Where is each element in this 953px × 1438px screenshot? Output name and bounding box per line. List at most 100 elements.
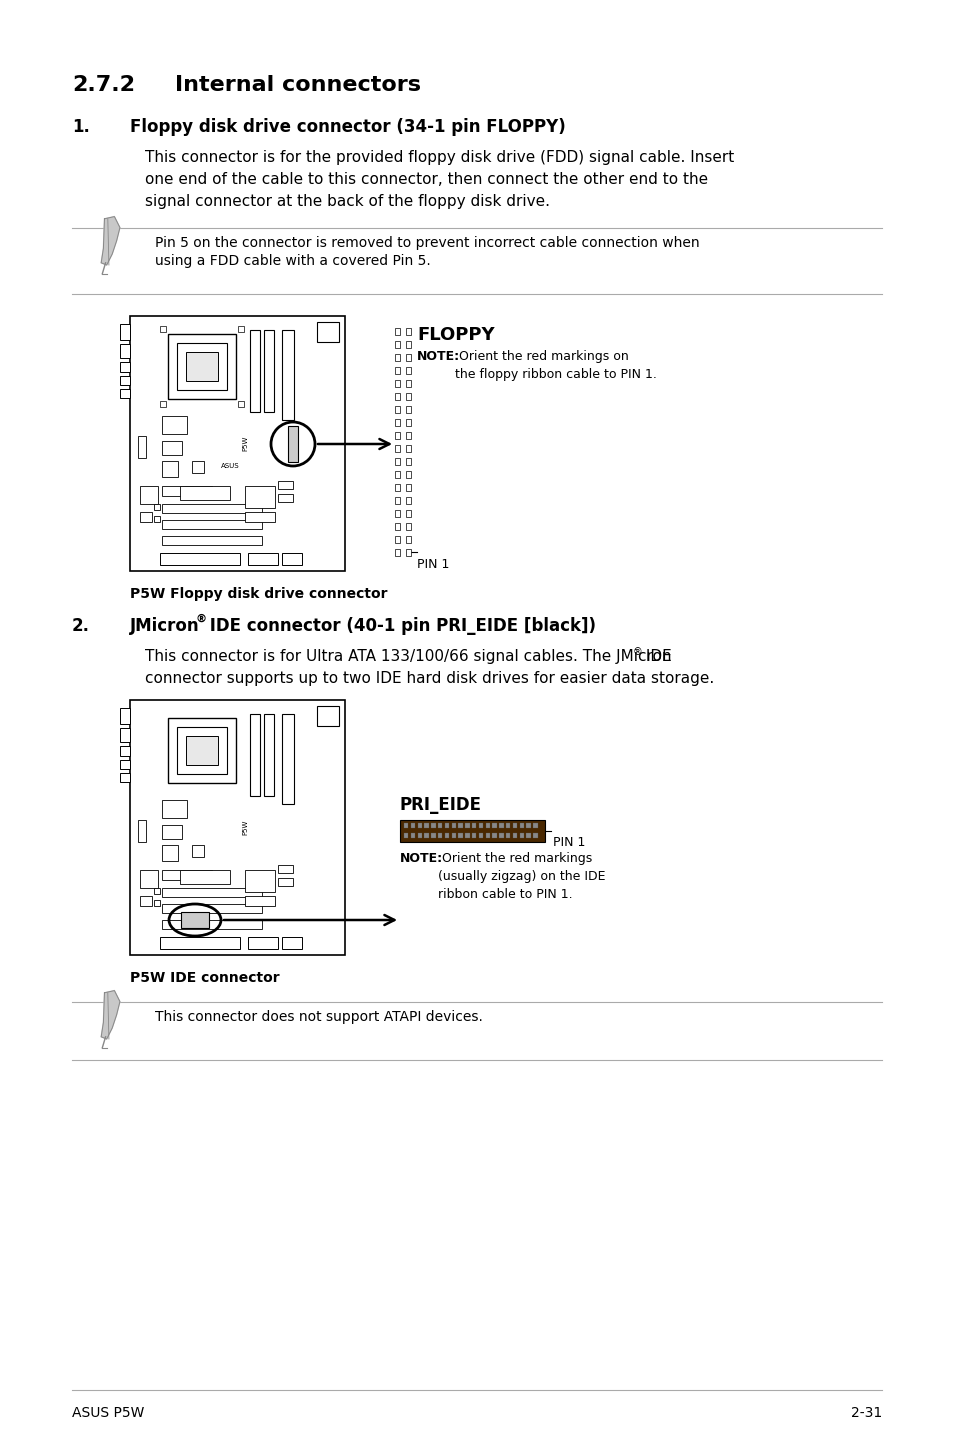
Bar xyxy=(120,774,130,782)
Text: This connector is for the provided floppy disk drive (FDD) signal cable. Insert: This connector is for the provided flopp… xyxy=(145,150,734,165)
Bar xyxy=(395,523,399,531)
Bar xyxy=(120,344,130,358)
Text: Pin 5 on the connector is removed to prevent incorrect cable connection when: Pin 5 on the connector is removed to pre… xyxy=(154,236,699,250)
Bar xyxy=(406,549,411,557)
Bar xyxy=(120,375,130,385)
Text: PIN 1: PIN 1 xyxy=(416,558,449,571)
Bar xyxy=(177,728,227,774)
Bar xyxy=(478,823,483,828)
Bar xyxy=(406,498,411,503)
Text: Internal connectors: Internal connectors xyxy=(174,75,420,95)
Bar xyxy=(403,833,408,838)
Bar xyxy=(120,362,130,372)
Text: 2.7.2: 2.7.2 xyxy=(71,75,135,95)
Bar xyxy=(406,510,411,518)
Bar xyxy=(162,800,187,818)
Bar xyxy=(498,833,503,838)
Bar xyxy=(395,536,399,544)
Bar xyxy=(277,866,293,873)
Text: PRI_EIDE: PRI_EIDE xyxy=(399,797,481,814)
Bar xyxy=(168,718,235,784)
Bar xyxy=(505,833,510,838)
Bar xyxy=(395,444,399,452)
Bar xyxy=(444,833,449,838)
Text: signal connector at the back of the floppy disk drive.: signal connector at the back of the flop… xyxy=(145,194,550,209)
Bar xyxy=(282,554,302,565)
Text: P5W Floppy disk drive connector: P5W Floppy disk drive connector xyxy=(130,587,387,601)
Bar xyxy=(451,823,456,828)
Bar xyxy=(533,823,537,828)
Text: NOTE:: NOTE: xyxy=(399,851,442,866)
Bar xyxy=(153,503,160,510)
Bar xyxy=(395,472,399,477)
Bar xyxy=(160,401,166,407)
Bar xyxy=(120,728,130,742)
Bar xyxy=(465,823,469,828)
Bar xyxy=(245,486,274,508)
Bar xyxy=(120,746,130,756)
Bar xyxy=(186,352,218,381)
Bar xyxy=(138,820,146,843)
Bar xyxy=(140,870,158,889)
Text: Orient the red markings
(usually zigzag) on the IDE
ribbon cable to PIN 1.: Orient the red markings (usually zigzag)… xyxy=(437,851,605,902)
Bar xyxy=(162,846,178,861)
Bar xyxy=(458,833,462,838)
Bar xyxy=(406,472,411,477)
Bar xyxy=(250,329,260,413)
Bar xyxy=(120,390,130,398)
Bar xyxy=(153,900,160,906)
Bar xyxy=(406,523,411,531)
Text: using a FDD cable with a covered Pin 5.: using a FDD cable with a covered Pin 5. xyxy=(154,255,431,267)
Bar xyxy=(431,833,436,838)
Bar xyxy=(138,436,146,457)
Bar xyxy=(406,444,411,452)
Bar xyxy=(277,480,293,489)
Bar xyxy=(395,367,399,374)
Bar xyxy=(485,823,490,828)
Bar xyxy=(277,495,293,502)
Bar xyxy=(472,833,476,838)
Bar xyxy=(406,536,411,544)
Bar xyxy=(519,823,523,828)
Text: This connector does not support ATAPI devices.: This connector does not support ATAPI de… xyxy=(154,1009,482,1024)
Bar xyxy=(162,521,262,529)
Bar xyxy=(406,328,411,335)
Bar xyxy=(395,510,399,518)
Bar xyxy=(478,833,483,838)
Bar xyxy=(160,938,240,949)
Bar xyxy=(162,905,262,913)
Bar xyxy=(237,401,244,407)
Bar xyxy=(411,823,415,828)
Bar xyxy=(316,322,338,342)
Bar xyxy=(162,889,262,897)
Bar xyxy=(406,341,411,348)
Bar xyxy=(160,326,166,332)
Polygon shape xyxy=(101,217,120,265)
Bar xyxy=(395,341,399,348)
Text: IDE: IDE xyxy=(640,649,671,664)
Bar xyxy=(245,870,274,892)
Bar xyxy=(406,354,411,361)
Bar xyxy=(162,920,262,929)
Bar xyxy=(140,512,152,522)
Text: P5W: P5W xyxy=(242,820,248,834)
Text: ASUS: ASUS xyxy=(220,463,239,469)
Bar xyxy=(505,823,510,828)
Bar xyxy=(513,823,517,828)
Text: FLOPPY: FLOPPY xyxy=(416,326,494,344)
Text: PIN 1: PIN 1 xyxy=(553,835,585,848)
Text: 2.: 2. xyxy=(71,617,90,636)
Bar xyxy=(153,516,160,522)
Bar xyxy=(237,326,244,332)
Bar xyxy=(485,833,490,838)
Bar xyxy=(153,889,160,894)
Text: 2-31: 2-31 xyxy=(850,1406,882,1419)
Bar xyxy=(406,380,411,387)
Bar xyxy=(185,486,193,495)
Bar xyxy=(316,706,338,726)
Bar xyxy=(526,823,530,828)
Bar xyxy=(248,554,277,565)
Bar xyxy=(395,418,399,426)
Text: Floppy disk drive connector (34-1 pin FLOPPY): Floppy disk drive connector (34-1 pin FL… xyxy=(130,118,565,137)
Bar xyxy=(395,354,399,361)
